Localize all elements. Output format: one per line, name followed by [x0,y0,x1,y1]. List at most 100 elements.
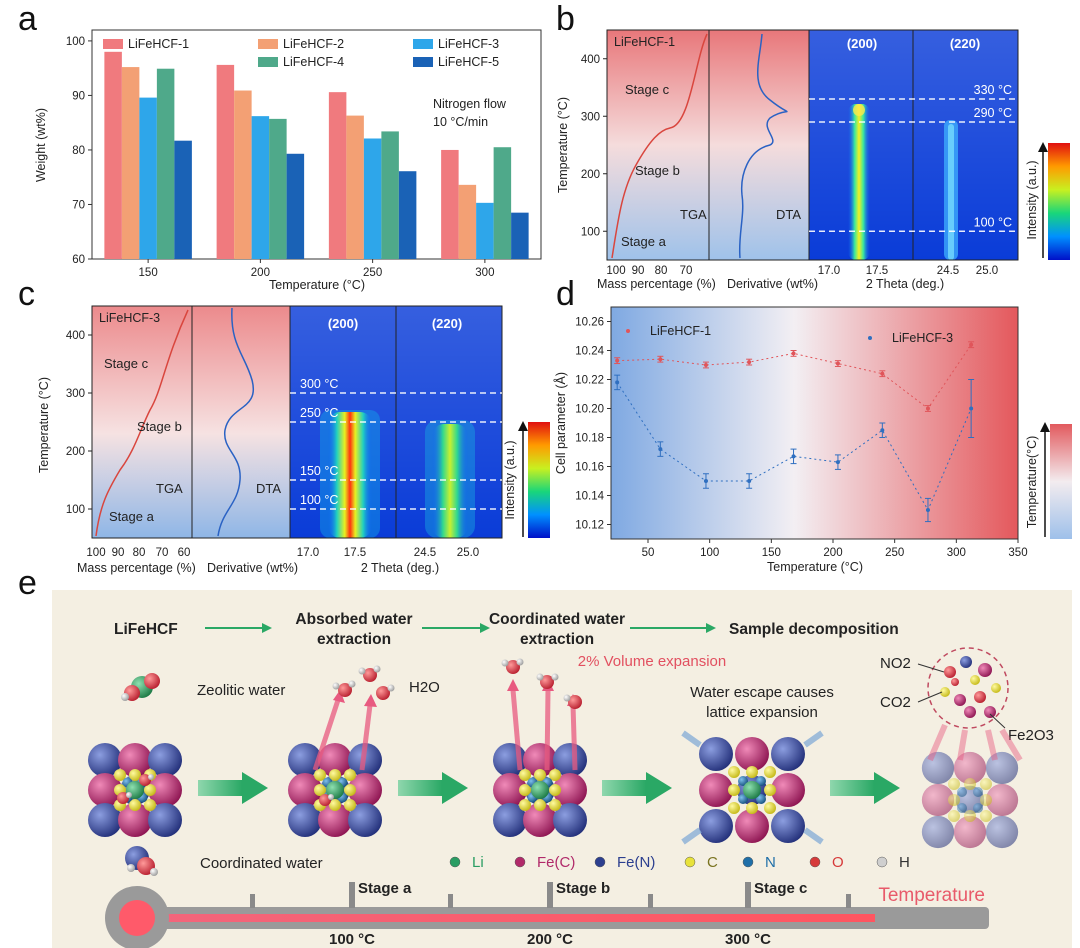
point-lifehcf-3-312 [969,406,974,411]
panel-a-ylabel: Weight (wt%) [34,108,48,182]
panel-c-colorbar-arrowhead [518,421,528,431]
bar-lifehcf-5-150 [174,140,192,259]
panel-label-a: a [18,0,37,38]
stage-label-stage-c: Stage c [754,880,807,897]
panel-d-xtick-label-300: 300 [947,547,966,559]
panel-b-xlabel-heat: 2 Theta (deg.) [866,277,944,291]
process-arrow-2 [398,772,468,804]
panel-a-xlabel: Temperature (°C) [269,278,365,292]
legend-label-lifehcf-1: LiFeHCF-1 [128,37,189,51]
volume-expansion-note: 2% Volume expansion [578,653,726,670]
atom-legend-dot-fe-c [514,856,526,868]
panel-d-xlabel: Temperature (°C) [767,560,863,574]
panel-b-heat-title-220: (220) [950,36,980,51]
water-escape-arrows [312,679,579,771]
thermometer-temp-300-c: 300 °C [725,931,771,948]
thermometer-major-tick-2 [547,882,553,908]
point-lifehcf-1-204 [835,361,840,366]
panel-c-tga-tick-80: 80 [133,547,146,559]
panel-c-temp-label-250: 250 °C [300,406,338,420]
legend-label-lifehcf-3: LiFeHCF-3 [892,331,953,345]
point-lifehcf-1-277 [925,406,930,411]
atom-legend-label-h: H [899,854,910,871]
panel-c-ytick-label-100: 100 [66,504,85,516]
legend-swatch-lifehcf-4 [258,57,278,67]
panel-c-heat-title-220: (220) [432,316,462,331]
thermometer-minor-tick-1 [250,894,255,908]
panel-c-xlabel-tga: Mass percentage (%) [77,561,196,575]
stage-label-stage-b: Stage b [556,880,610,897]
zeolitic-water-molecule [121,673,160,701]
bar-lifehcf-3-150 [139,97,157,259]
panel-d-colorbar-label: Temperature(°C) [1025,436,1039,529]
atom-legend-label-fe-n: Fe(N) [617,854,655,871]
panel-b-tga-background [607,30,709,260]
bar-lifehcf-4-250 [381,131,399,259]
panel-b-streak-220-core [948,124,954,260]
panel-b-ylabel: Temperature (°C) [556,97,570,193]
h2o-label: H2O [409,679,440,696]
bar-lifehcf-3-300 [476,202,494,259]
atom-legend-dot-o [809,856,821,868]
legend-swatch-lifehcf-5 [413,57,433,67]
panel-b-dta-label: DTA [776,207,801,222]
flow-step-absorbed-1: Absorbed water [295,611,412,628]
panel-c-tga-tick-90: 90 [112,547,125,559]
thermometer-fill [140,914,875,922]
panel-d-ytick-label-10-12: 10.12 [575,520,604,532]
thermometer-bulb [119,900,155,936]
panel-d-ytick-label-10-16: 10.16 [575,462,604,474]
bar-lifehcf-1-250 [328,92,347,260]
panel-b-ytick-label-400: 400 [581,54,600,66]
panel-c-xlabel-heat: 2 Theta (deg.) [361,561,439,575]
co2-label: CO2 [880,694,911,711]
panel-c-tga-tick-70: 70 [156,547,169,559]
escape-note-1: Water escape causes [690,684,834,701]
panel-b-heat-left-tick-17-0: 17.0 [818,265,840,277]
panel-d-xtick-label-50: 50 [642,547,655,559]
panel-b-temp-label-100: 100 °C [974,215,1012,229]
atom-legend-dot-li [449,856,461,868]
legend-label-lifehcf-3: LiFeHCF-3 [438,37,499,51]
flow-arrowhead-3 [706,623,716,633]
atom-legend-dot-fe-n [594,856,606,868]
panel-a-xtick-label-250: 250 [363,267,382,279]
panel-c-xlabel-dta: Derivative (wt%) [207,561,298,575]
point-lifehcf-3-240 [880,428,885,433]
panel-c-tga-tick-100: 100 [86,547,105,559]
panel-d-xtick-label-150: 150 [762,547,781,559]
atom-legend-label-li: Li [472,854,484,871]
panel-b-heatmap: 330 °C 290 °C 100 °C LiFeHCF-1 Stage c Sta… [556,29,1070,291]
thermometer-minor-tick-4 [846,894,851,908]
atom-legend-dot-h [876,856,888,868]
flow-step-lifehcf: LiFeHCF [114,621,178,638]
atom-legend-label-fe-c: Fe(C) [537,854,575,871]
panel-d-xtick-label-200: 200 [823,547,842,559]
panel-c-dta-curve [217,307,255,537]
flow-step-absorbed-2: extraction [317,631,391,648]
panel-c-temp-label-150: 150 °C [300,464,338,478]
legend-marker-lifehcf-1 [626,329,630,333]
panel-a-annotation-line2: 10 °C/min [433,115,488,129]
panel-c-streak-200 [328,412,372,538]
panel-label-e: e [18,564,37,602]
escape-note-2: lattice expansion [706,704,818,721]
bar-lifehcf-3-250 [363,138,382,259]
bar-lifehcf-5-300 [511,212,529,259]
panel-b-tga-tick-70: 70 [680,265,693,277]
panel-b-tga-tick-80: 80 [655,265,668,277]
bar-lifehcf-4-300 [493,147,512,259]
panel-b-sample-label: LiFeHCF-1 [614,35,675,49]
bar-lifehcf-1-300 [441,149,459,259]
atom-legend-dot-n [742,856,754,868]
panel-e-schematic: LiFeHCF Absorbed water extraction Coordi… [52,590,1072,948]
thermometer-minor-tick-2 [448,894,453,908]
expansion-arrows [681,730,824,845]
bar-lifehcf-1-150 [104,51,122,259]
zeolitic-water-label: Zeolitic water [197,682,285,699]
panel-c-dta-background [192,306,290,538]
point-lifehcf-3-25 [615,380,620,385]
panel-a-annotation-line1: Nitrogen flow [433,97,507,111]
